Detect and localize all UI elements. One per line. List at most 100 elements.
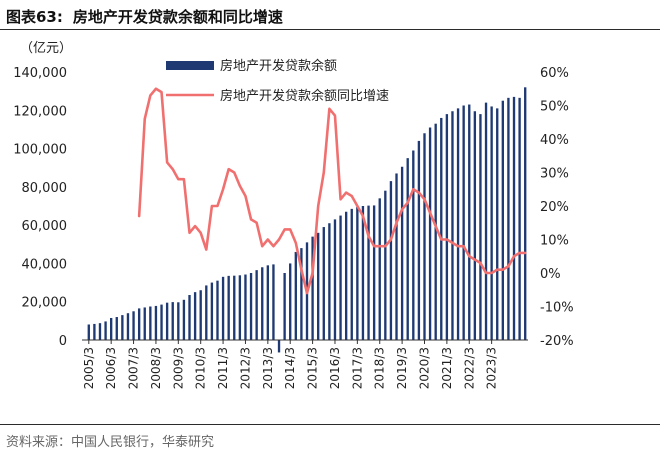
x-tick-label: 2022/3 xyxy=(462,347,476,389)
bar xyxy=(445,114,449,340)
bar xyxy=(110,317,113,340)
bar xyxy=(479,114,482,340)
figure-number: 图表63: xyxy=(6,8,63,26)
bar xyxy=(484,102,488,340)
bar xyxy=(227,275,230,340)
y-left-unit: （亿元） xyxy=(20,41,73,56)
bar xyxy=(490,106,493,341)
y-left-tick-label: 100,000 xyxy=(13,143,67,158)
bar xyxy=(328,223,331,340)
y-right-tick-label: -20% xyxy=(540,334,574,349)
bar xyxy=(333,219,337,340)
bar xyxy=(518,97,521,340)
bar xyxy=(255,270,258,340)
bar xyxy=(456,108,460,341)
bar xyxy=(165,302,169,340)
bar xyxy=(395,173,398,340)
bar xyxy=(322,227,325,340)
y-left-tick-label: 60,000 xyxy=(22,219,68,234)
source-note: 资料来源：中国人民银行，华泰研究 xyxy=(6,435,215,450)
bottom-rule xyxy=(0,424,660,425)
bar xyxy=(216,280,219,340)
x-tick-label: 2020/3 xyxy=(418,347,432,389)
y-left-tick-label: 80,000 xyxy=(22,181,68,196)
bar xyxy=(496,108,499,341)
bar xyxy=(143,307,146,340)
x-tick-label: 2019/3 xyxy=(395,347,409,389)
bar xyxy=(93,323,96,340)
bar xyxy=(350,208,353,340)
bar xyxy=(272,264,275,340)
bar xyxy=(311,236,314,340)
bar xyxy=(440,117,443,340)
x-tick-label: 2009/3 xyxy=(171,347,185,389)
y-right-tick-label: -10% xyxy=(540,301,574,316)
bar xyxy=(199,290,202,340)
bar xyxy=(160,304,163,340)
bar xyxy=(473,111,477,341)
x-tick-label: 2012/3 xyxy=(239,347,253,389)
y-left-tick-label: 140,000 xyxy=(13,66,67,81)
x-tick-label: 2014/3 xyxy=(283,347,297,389)
bar xyxy=(384,190,387,340)
bar xyxy=(524,87,527,340)
y-right-tick-label: 60% xyxy=(540,66,569,81)
y-right-tick-label: 0% xyxy=(540,267,561,282)
bar xyxy=(193,292,197,340)
y-right-tick-label: 50% xyxy=(540,100,569,115)
x-tick-label: 2015/3 xyxy=(306,347,320,389)
x-tick-label: 2017/3 xyxy=(350,347,364,389)
bar xyxy=(378,198,381,340)
x-tick-label: 2023/3 xyxy=(485,347,499,389)
bar xyxy=(417,140,421,340)
bar xyxy=(177,302,180,340)
x-tick-label: 2005/3 xyxy=(82,347,96,389)
bar xyxy=(289,263,292,340)
bar xyxy=(356,206,359,340)
y-right-tick-label: 40% xyxy=(540,133,569,148)
growth-line xyxy=(137,87,527,295)
bar xyxy=(507,97,510,340)
bar xyxy=(221,276,225,340)
bar xyxy=(115,317,118,340)
bar xyxy=(238,275,242,340)
bar xyxy=(261,267,264,340)
bar xyxy=(344,211,348,340)
bar xyxy=(372,205,376,340)
x-tick-label: 2010/3 xyxy=(194,347,208,389)
bar xyxy=(468,104,471,340)
bar xyxy=(389,181,393,340)
bar xyxy=(171,302,174,340)
y-right-tick-label: 20% xyxy=(540,200,569,215)
bar xyxy=(283,273,286,340)
bar xyxy=(462,105,465,340)
legend-swatch-bar xyxy=(166,61,214,70)
bar xyxy=(361,206,365,340)
bar xyxy=(137,308,141,340)
bar xyxy=(244,274,247,340)
bar xyxy=(98,323,102,340)
bar xyxy=(400,166,404,340)
bar xyxy=(501,100,504,341)
x-tick-label: 2016/3 xyxy=(328,347,342,389)
figure-title-text: 房地产开发贷款余额和同比增速 xyxy=(72,8,283,26)
bar xyxy=(294,251,297,340)
top-rule xyxy=(0,29,660,30)
bar xyxy=(154,305,158,340)
bar xyxy=(233,275,236,340)
bar xyxy=(277,340,281,353)
bar xyxy=(451,111,454,341)
bar xyxy=(300,248,303,340)
bar xyxy=(132,311,135,340)
bar xyxy=(339,215,342,340)
x-tick-label: 2011/3 xyxy=(216,347,230,389)
bar xyxy=(121,315,124,340)
bar xyxy=(188,295,191,340)
y-left-tick-label: 40,000 xyxy=(22,257,68,272)
bar xyxy=(210,282,214,340)
y-left-tick-label: 0 xyxy=(59,334,67,349)
x-tick-label: 2006/3 xyxy=(104,347,118,389)
legend-label-line: 房地产开发贷款余额同比增速 xyxy=(220,88,389,104)
bar xyxy=(104,321,107,340)
